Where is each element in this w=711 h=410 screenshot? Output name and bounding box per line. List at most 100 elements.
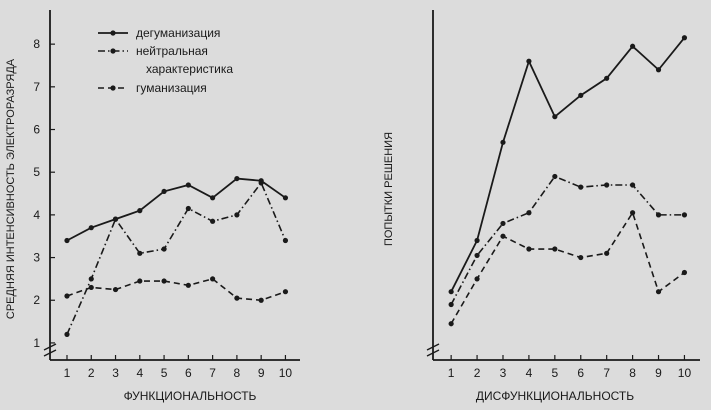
data-point	[474, 252, 480, 259]
legend-marker	[110, 30, 116, 36]
data-point	[500, 233, 506, 239]
x-tick-label: 5	[551, 366, 558, 380]
data-point	[64, 331, 70, 337]
axis-break-mark	[43, 343, 57, 351]
data-point	[448, 289, 454, 295]
data-point	[137, 250, 143, 256]
chart-left: 1 2 3 4 5 6 7 8 1 2 3 4 5 6 7 8 9 10 ФУНКЦИОНАЛЬНОСТЬ СРЕДН…	[5, 10, 300, 403]
data-point	[526, 246, 532, 252]
data-point	[258, 297, 264, 303]
data-point	[578, 184, 584, 190]
y-tick-label: 3	[33, 251, 40, 265]
data-point	[234, 175, 240, 182]
x-tick-label: 8	[234, 366, 241, 380]
data-point	[655, 67, 662, 73]
data-point	[210, 218, 216, 224]
x-tick-label: 2	[88, 366, 95, 380]
x-axis-title: ФУНКЦИОНАЛЬНОСТЬ	[124, 389, 257, 403]
data-point	[137, 278, 143, 284]
axis-break-mark	[426, 349, 440, 357]
data-point	[500, 220, 506, 227]
data-point	[526, 58, 532, 64]
y-axis-title: ПОПЫТКИ РЕШЕНИЯ	[383, 132, 395, 246]
data-point	[604, 75, 610, 81]
x-tick-label: 10	[678, 366, 692, 380]
series-line-1	[66, 181, 287, 335]
series-line-0	[66, 177, 286, 242]
data-point	[234, 295, 240, 301]
data-point	[258, 180, 264, 186]
data-point	[112, 216, 119, 222]
data-point	[64, 237, 70, 244]
data-point	[655, 289, 662, 295]
data-point	[552, 114, 558, 120]
series-line-0	[450, 37, 686, 293]
x-tick-label: 3	[112, 366, 119, 380]
data-point	[64, 293, 70, 299]
data-point	[604, 250, 610, 256]
data-point	[185, 205, 191, 212]
data-point	[88, 276, 94, 282]
axis-break-mark	[43, 349, 57, 357]
x-tick-label: 4	[526, 366, 533, 380]
data-point	[161, 188, 167, 195]
x-tick-label: 10	[279, 366, 293, 380]
legend-label: характеристика	[146, 62, 233, 76]
data-point	[112, 286, 119, 293]
y-tick-label: 6	[33, 123, 40, 137]
data-point	[630, 43, 636, 49]
data-point	[161, 246, 167, 252]
data-point	[474, 276, 480, 282]
x-tick-label: 2	[474, 366, 481, 380]
data-point	[474, 237, 480, 244]
data-point	[161, 278, 167, 284]
legend-marker	[110, 48, 116, 54]
legend-marker	[110, 85, 116, 91]
data-point	[448, 321, 454, 327]
axis-break-mark	[426, 343, 440, 351]
data-point	[137, 208, 143, 214]
y-tick-label: 8	[33, 37, 40, 51]
legend: дегуманизация нейтральная характеристика гу…	[98, 26, 233, 95]
data-point	[210, 276, 216, 282]
data-point	[448, 301, 454, 308]
data-point	[282, 237, 289, 244]
series-line-1	[450, 175, 685, 305]
x-tick-label: 7	[603, 366, 610, 380]
x-tick-label: 8	[629, 366, 636, 380]
y-tick-label: 2	[33, 293, 40, 307]
x-tick-label: 1	[448, 366, 455, 380]
y-tick-label: 4	[33, 208, 40, 222]
x-tick-label: 1	[64, 366, 71, 380]
data-point	[578, 92, 584, 98]
series-line-2	[66, 278, 286, 302]
x-tick-label: 9	[655, 366, 662, 380]
x-tick-label: 7	[209, 366, 216, 380]
data-point	[185, 182, 191, 188]
x-tick-label: 4	[136, 366, 143, 380]
y-tick-label: 7	[33, 80, 40, 94]
x-tick-label: 6	[577, 366, 584, 380]
x-axis-title: ДИСФУНКЦИОНАЛЬНОСТЬ	[476, 389, 634, 403]
data-point	[630, 182, 636, 188]
legend-label: нейтральная	[136, 44, 208, 58]
x-tick-label: 3	[500, 366, 507, 380]
y-tick-label: 5	[33, 165, 40, 179]
y-tick-label: 1	[33, 336, 40, 350]
series-line-2	[450, 210, 685, 325]
x-tick-label: 5	[161, 366, 168, 380]
data-point	[604, 182, 610, 188]
x-tick-label: 9	[258, 366, 265, 380]
data-point	[630, 210, 636, 216]
data-point	[282, 289, 289, 295]
chart-right: 1 2 3 4 5 6 7 8 9 10 ДИСФУНКЦИОНАЛЬНОСТЬ ПОПЫТКИ РЕ…	[383, 10, 700, 403]
legend-label: гуманизация	[136, 81, 207, 95]
data-point	[526, 210, 532, 216]
data-point	[88, 225, 94, 231]
data-point	[185, 282, 191, 288]
data-point	[681, 269, 688, 276]
data-point	[88, 284, 94, 291]
data-point	[234, 212, 240, 218]
x-tick-label: 6	[185, 366, 192, 380]
